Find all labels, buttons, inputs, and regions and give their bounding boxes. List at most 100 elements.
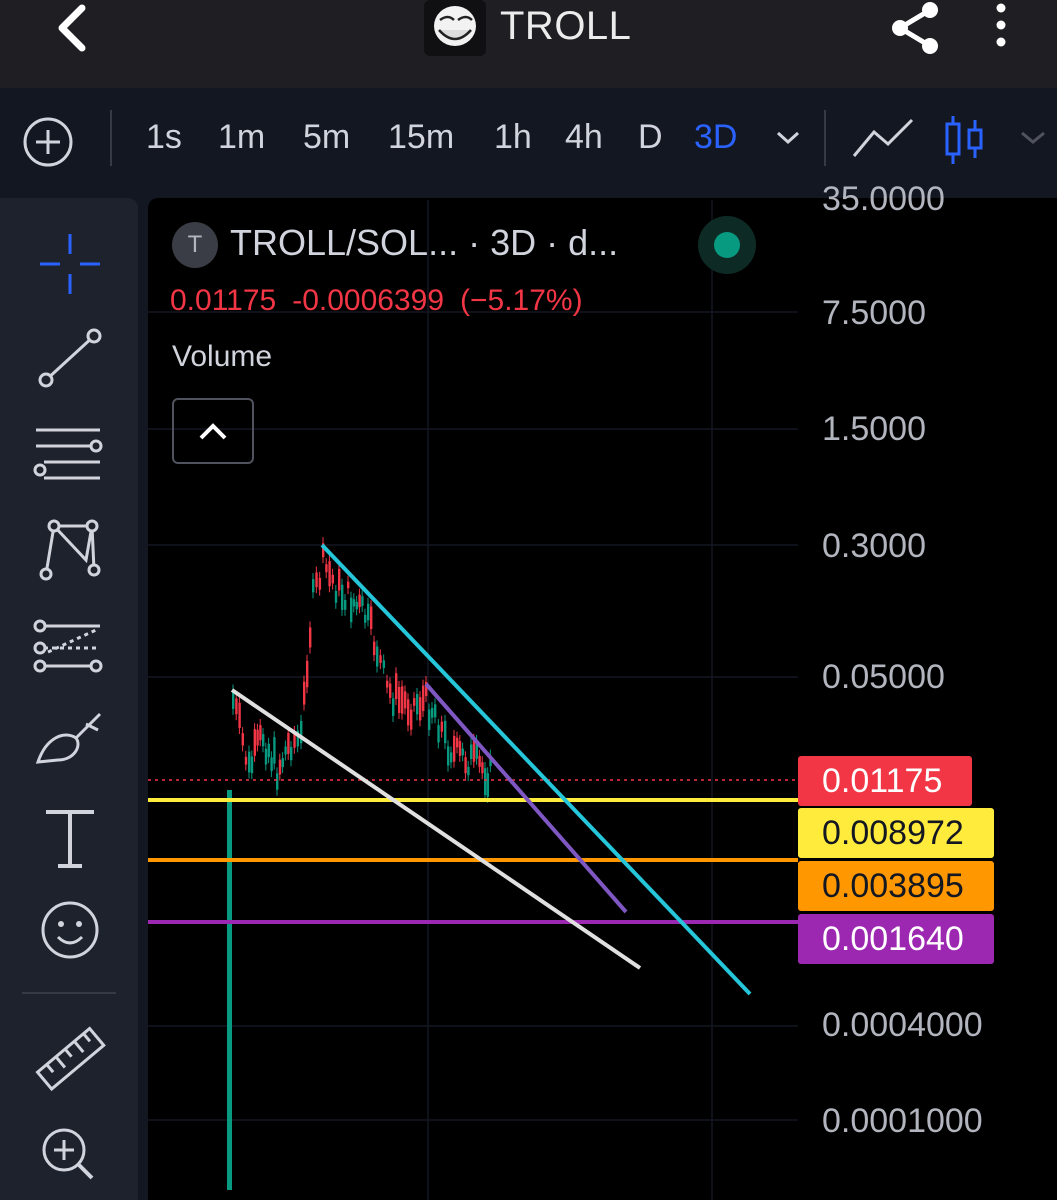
- candle: [264, 748, 268, 765]
- candle: [470, 744, 473, 759]
- candle: [287, 732, 290, 754]
- timeframe-1m[interactable]: 1m: [218, 118, 266, 156]
- candle: [235, 698, 238, 715]
- candle: [478, 755, 481, 767]
- candle: [440, 721, 444, 732]
- ruler-icon[interactable]: [30, 1018, 110, 1098]
- timeframe-4h[interactable]: 4h: [565, 118, 603, 156]
- candle: [475, 740, 478, 759]
- candle: [361, 596, 364, 606]
- timeframe-5m[interactable]: 5m: [303, 118, 351, 156]
- candle: [422, 685, 425, 712]
- candle: [352, 599, 356, 607]
- trend-line-icon[interactable]: [30, 318, 110, 398]
- candlestick-chart-icon[interactable]: [942, 112, 986, 168]
- candle: [437, 725, 440, 743]
- zoom-in-icon[interactable]: [30, 1112, 110, 1192]
- purple-trend-line: [424, 682, 628, 914]
- candle: [293, 732, 296, 748]
- candle: [456, 737, 459, 748]
- candle: [453, 735, 456, 762]
- symbol-badge: T: [172, 222, 218, 268]
- more-vertical-icon[interactable]: [986, 0, 1016, 56]
- line-chart-icon[interactable]: [850, 114, 916, 162]
- candle: [367, 603, 370, 621]
- back-arrow-icon[interactable]: [48, 2, 96, 54]
- chart-area[interactable]: [148, 198, 1057, 1200]
- timeframe-1s[interactable]: 1s: [146, 118, 182, 156]
- emoji-icon[interactable]: [30, 892, 110, 972]
- crosshair-icon[interactable]: [30, 224, 110, 304]
- candle: [358, 594, 361, 608]
- candle: [461, 748, 464, 756]
- candle: [328, 561, 331, 587]
- status-dot-icon: [714, 232, 740, 258]
- candle: [481, 762, 484, 774]
- candle: [410, 709, 413, 730]
- candle: [458, 741, 462, 756]
- candle: [404, 691, 407, 709]
- timeframe-toolbar: [0, 92, 1057, 188]
- candle: [389, 683, 392, 698]
- price-scale-label: 0.0001000: [822, 1102, 983, 1140]
- candle: [256, 729, 259, 746]
- app-header: [0, 0, 1057, 88]
- candle: [395, 673, 398, 699]
- timeframe-15m[interactable]: 15m: [388, 118, 455, 156]
- candle: [259, 725, 262, 741]
- timeframe-d[interactable]: D: [638, 118, 663, 156]
- add-icon[interactable]: [22, 116, 74, 168]
- candle: [281, 758, 284, 768]
- candle: [386, 680, 389, 688]
- market-status-indicator[interactable]: [698, 216, 756, 274]
- price-change: -0.0006399: [292, 284, 445, 317]
- pattern-icon[interactable]: [30, 508, 110, 588]
- candle: [284, 746, 287, 755]
- candle: [370, 606, 373, 630]
- candle: [290, 747, 293, 761]
- candle: [431, 707, 434, 718]
- candle: [309, 627, 312, 648]
- candle: [416, 693, 419, 715]
- volume-indicator-label[interactable]: Volume: [172, 340, 273, 373]
- orange-line-price-tag: 0.003895: [798, 861, 994, 911]
- candle: [350, 597, 353, 623]
- horizontal-lines-icon[interactable]: [30, 412, 110, 492]
- toolbar-divider: [110, 110, 112, 166]
- candle: [382, 660, 386, 668]
- brush-icon[interactable]: [30, 702, 110, 782]
- candle: [270, 757, 273, 772]
- timeframe-1h[interactable]: 1h: [494, 118, 532, 156]
- candle: [312, 579, 315, 593]
- toolbar-divider: [22, 992, 116, 994]
- candle: [434, 704, 437, 718]
- candle: [464, 757, 467, 774]
- symbol-title[interactable]: TROLL/SOL... · 3D · d...: [230, 222, 619, 263]
- candle: [447, 746, 450, 766]
- candle: [334, 590, 338, 603]
- candle: [373, 641, 376, 656]
- collapse-legend-button[interactable]: [172, 398, 254, 464]
- projection-icon[interactable]: [30, 604, 110, 684]
- ohlc-values: 0.01175 -0.0006399 (−5.17%): [170, 284, 599, 318]
- candle: [344, 600, 347, 610]
- chevron-down-icon[interactable]: [774, 128, 802, 148]
- purple-line-price-tag: 0.001640: [798, 914, 994, 964]
- candle: [248, 751, 251, 773]
- candle: [318, 577, 322, 590]
- chevron-down-icon[interactable]: [1018, 128, 1048, 148]
- candle: [341, 584, 344, 610]
- price-scale-label: 35.0000: [822, 180, 945, 218]
- candle: [425, 681, 428, 697]
- share-icon[interactable]: [886, 0, 944, 56]
- price-scale-label: 7.5000: [822, 294, 926, 332]
- price-scale-label: 1.5000: [822, 410, 926, 448]
- timeframe-3d[interactable]: 3D: [694, 118, 738, 156]
- candle: [450, 752, 453, 763]
- candle: [489, 755, 492, 767]
- candle: [444, 720, 447, 744]
- candle: [398, 686, 401, 713]
- text-tool-icon[interactable]: [30, 798, 110, 878]
- candle: [484, 768, 487, 796]
